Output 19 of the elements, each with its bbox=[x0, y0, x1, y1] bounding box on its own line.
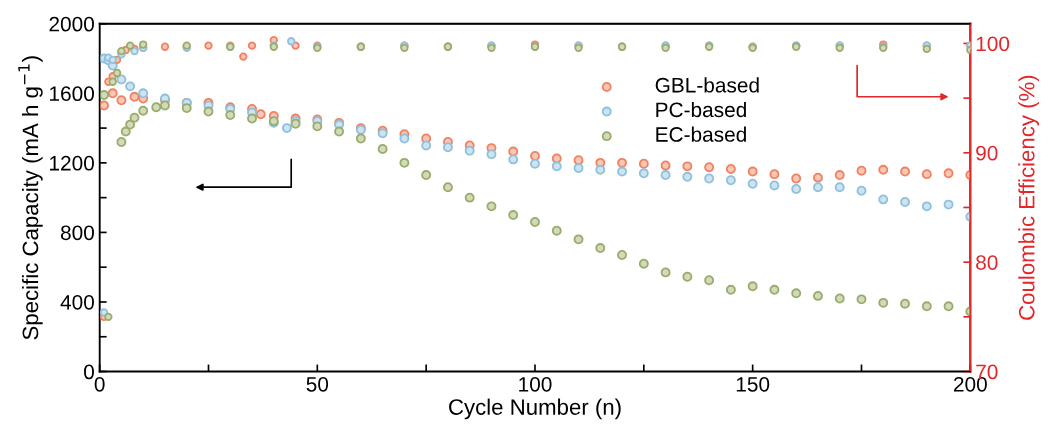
legend-label: EC-based bbox=[656, 126, 746, 142]
x-axis-title: Cycle Number (n) bbox=[449, 398, 621, 420]
x-tick-label: 100 bbox=[519, 376, 552, 392]
y-tick-label: 800 bbox=[60, 225, 94, 241]
y-tick-label: 1200 bbox=[50, 155, 94, 171]
y2-tick-label: 80 bbox=[976, 255, 998, 270]
legend-label: PC-based bbox=[656, 101, 746, 118]
y2-tick-label: 100 bbox=[976, 36, 1010, 52]
x-tick-label: 0 bbox=[94, 376, 105, 392]
y-tick-label: 0 bbox=[84, 364, 94, 380]
y2-tick-label: 90 bbox=[976, 145, 998, 161]
y2-axis-title: Coulombic Efficiency (%) bbox=[1018, 75, 1039, 320]
x-tick-label: 150 bbox=[736, 376, 770, 392]
y-tick-label: 1600 bbox=[50, 86, 94, 102]
y-tick-label: 2000 bbox=[49, 16, 94, 32]
y-axis-title: Specific Capacity (mA h g$^{−1}$) bbox=[18, 56, 43, 340]
y-tick-label: 400 bbox=[60, 294, 94, 310]
x-tick-label: 50 bbox=[306, 376, 329, 392]
legend-label: GBL-based bbox=[655, 77, 759, 93]
